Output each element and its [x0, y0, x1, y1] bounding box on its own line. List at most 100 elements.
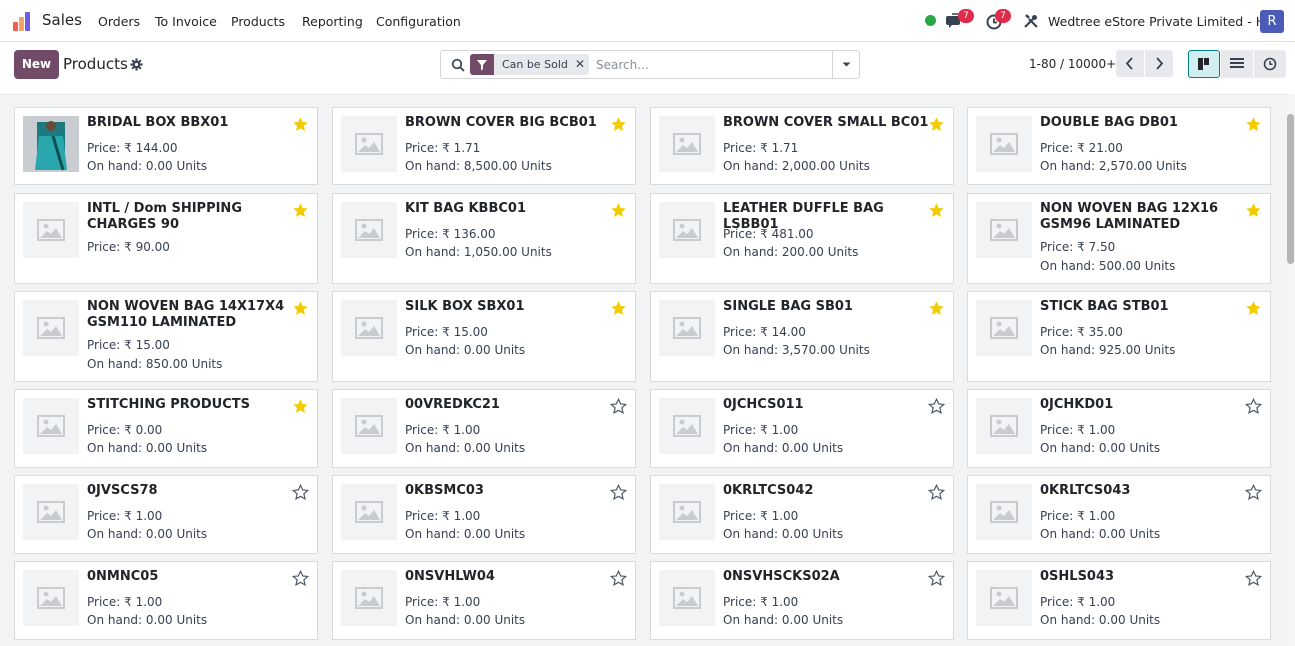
- product-card[interactable]: 0KBSMC03 Price: ₹ 1.00 On hand: 0.00 Units: [332, 475, 636, 554]
- favorite-star-filled-icon[interactable]: [610, 116, 627, 133]
- favorite-star-empty-icon[interactable]: [928, 570, 945, 587]
- product-price: Price: ₹ 15.00: [405, 325, 488, 339]
- favorite-star-filled-icon[interactable]: [292, 202, 309, 219]
- sales-app-icon[interactable]: [12, 11, 34, 31]
- product-card[interactable]: 0JCHKD01 Price: ₹ 1.00 On hand: 0.00 Units: [967, 389, 1271, 468]
- product-card[interactable]: BRIDAL BOX BBX01 Price: ₹ 144.00 On hand: …: [14, 107, 318, 185]
- product-name: 0JVSCS78: [87, 483, 158, 498]
- product-card[interactable]: BROWN COVER BIG BCB01 Price: ₹ 1.71 On han…: [332, 107, 636, 185]
- menu-to-invoice[interactable]: To Invoice: [155, 14, 217, 29]
- product-on-hand: On hand: 0.00 Units: [87, 441, 208, 455]
- product-name: 0KBSMC03: [405, 483, 484, 498]
- page-title[interactable]: Products: [63, 55, 128, 73]
- product-card[interactable]: NON WOVEN BAG 14X17X4 GSM110 LAMINATED Pr…: [14, 291, 318, 382]
- product-on-hand: On hand: 0.00 Units: [405, 527, 526, 541]
- product-card[interactable]: 0NSVHSCKS02A Price: ₹ 1.00 On hand: 0.00 U…: [650, 561, 954, 640]
- favorite-star-empty-icon[interactable]: [610, 570, 627, 587]
- product-price: Price: ₹ 1.00: [1040, 595, 1116, 609]
- product-card[interactable]: 0NMNC05 Price: ₹ 1.00 On hand: 0.00 Units: [14, 561, 318, 640]
- product-card[interactable]: LEATHER DUFFLE BAG LSBB01 Price: ₹ 481.00…: [650, 193, 954, 284]
- image-placeholder-icon: [673, 415, 701, 437]
- favorite-star-filled-icon[interactable]: [1245, 202, 1262, 219]
- debug-tools-icon[interactable]: [1023, 13, 1039, 29]
- favorite-star-empty-icon[interactable]: [1245, 484, 1262, 501]
- favorite-star-empty-icon[interactable]: [1245, 570, 1262, 587]
- favorite-star-filled-icon[interactable]: [292, 398, 309, 415]
- product-card[interactable]: 0KRLTCS043 Price: ₹ 1.00 On hand: 0.00 Uni…: [967, 475, 1271, 554]
- product-name: 0JCHKD01: [1040, 397, 1114, 412]
- image-placeholder-icon: [990, 219, 1018, 241]
- menu-configuration[interactable]: Configuration: [376, 14, 461, 29]
- product-card[interactable]: 0JVSCS78 Price: ₹ 1.00 On hand: 0.00 Units: [14, 475, 318, 554]
- product-card[interactable]: 0KRLTCS042 Price: ₹ 1.00 On hand: 0.00 Uni…: [650, 475, 954, 554]
- favorite-star-empty-icon[interactable]: [610, 484, 627, 501]
- favorite-star-filled-icon[interactable]: [610, 300, 627, 317]
- product-card[interactable]: STICK BAG STB01 Price: ₹ 35.00 On hand: 92…: [967, 291, 1271, 382]
- favorite-star-filled-icon[interactable]: [928, 300, 945, 317]
- list-view-button[interactable]: [1221, 50, 1253, 78]
- user-avatar[interactable]: R: [1260, 10, 1284, 33]
- remove-facet-button[interactable]: ✕: [571, 54, 589, 75]
- product-card[interactable]: STITCHING PRODUCTS Price: ₹ 0.00 On hand: …: [14, 389, 318, 468]
- product-price: Price: ₹ 1.00: [723, 509, 799, 523]
- product-card[interactable]: 0NSVHLW04 Price: ₹ 1.00 On hand: 0.00 Unit…: [332, 561, 636, 640]
- product-card[interactable]: 0SHLS043 Price: ₹ 1.00 On hand: 0.00 Units: [967, 561, 1271, 640]
- product-price: Price: ₹ 1.00: [87, 595, 163, 609]
- favorite-star-empty-icon[interactable]: [928, 398, 945, 415]
- product-on-hand: On hand: 2,000.00 Units: [723, 159, 870, 173]
- image-placeholder-icon: [673, 219, 701, 241]
- pager-next-button[interactable]: [1145, 50, 1173, 77]
- filter-facet-icon: [470, 54, 494, 75]
- favorite-star-empty-icon[interactable]: [928, 484, 945, 501]
- product-image-placeholder: [659, 202, 715, 258]
- favorite-star-filled-icon[interactable]: [928, 202, 945, 219]
- favorite-star-empty-icon[interactable]: [1245, 398, 1262, 415]
- pager-value[interactable]: 1-80 / 10000+: [1029, 57, 1117, 71]
- favorite-star-filled-icon[interactable]: [928, 116, 945, 133]
- kanban-view-button[interactable]: [1188, 50, 1220, 78]
- favorite-star-empty-icon[interactable]: [610, 398, 627, 415]
- product-on-hand: On hand: 500.00 Units: [1040, 259, 1176, 273]
- search-icon[interactable]: [451, 58, 465, 72]
- product-card[interactable]: DOUBLE BAG DB01 Price: ₹ 21.00 On hand: 2,…: [967, 107, 1271, 185]
- search-input[interactable]: [596, 56, 826, 74]
- favorite-star-filled-icon[interactable]: [610, 202, 627, 219]
- scrollbar-thumb[interactable]: [1287, 114, 1294, 264]
- menu-orders[interactable]: Orders: [98, 14, 141, 29]
- search-options-toggle[interactable]: [832, 51, 859, 78]
- scrollbar[interactable]: [1286, 94, 1295, 646]
- search-bar[interactable]: Can be Sold ✕: [440, 50, 860, 79]
- presence-status-dot[interactable]: [925, 15, 936, 26]
- pager-previous-button[interactable]: [1116, 50, 1144, 77]
- company-switcher[interactable]: Wedtree eStore Private Limited - HO: [1048, 14, 1275, 29]
- image-placeholder-icon: [990, 415, 1018, 437]
- menu-reporting[interactable]: Reporting: [302, 14, 363, 29]
- favorite-star-filled-icon[interactable]: [292, 300, 309, 317]
- product-card[interactable]: INTL / Dom SHIPPING CHARGES 90 Price: ₹ 9…: [14, 193, 318, 284]
- caret-down-icon: [842, 62, 851, 67]
- product-card[interactable]: SILK BOX SBX01 Price: ₹ 15.00 On hand: 0.0…: [332, 291, 636, 382]
- app-name[interactable]: Sales: [42, 11, 82, 29]
- activity-view-button[interactable]: [1254, 50, 1286, 78]
- favorite-star-filled-icon[interactable]: [1245, 116, 1262, 133]
- menu-products[interactable]: Products: [231, 14, 285, 29]
- product-card[interactable]: 0JCHCS011 Price: ₹ 1.00 On hand: 0.00 Unit…: [650, 389, 954, 468]
- product-card[interactable]: 00VREDKC21 Price: ₹ 1.00 On hand: 0.00 Uni…: [332, 389, 636, 468]
- gear-icon[interactable]: [130, 58, 143, 71]
- product-card[interactable]: SINGLE BAG SB01 Price: ₹ 14.00 On hand: 3,…: [650, 291, 954, 382]
- favorite-star-filled-icon[interactable]: [292, 116, 309, 133]
- product-on-hand: On hand: 850.00 Units: [87, 357, 223, 371]
- favorite-star-empty-icon[interactable]: [292, 570, 309, 587]
- product-on-hand: On hand: 0.00 Units: [1040, 441, 1161, 455]
- new-button[interactable]: New: [14, 50, 59, 79]
- product-card[interactable]: NON WOVEN BAG 12X16 GSM96 LAMINATED Price…: [967, 193, 1271, 284]
- favorite-star-empty-icon[interactable]: [292, 484, 309, 501]
- product-card[interactable]: KIT BAG KBBC01 Price: ₹ 136.00 On hand: 1,…: [332, 193, 636, 284]
- product-price: Price: ₹ 1.00: [1040, 423, 1116, 437]
- image-placeholder-icon: [990, 133, 1018, 155]
- product-image-placeholder: [23, 570, 79, 626]
- product-image-placeholder: [976, 484, 1032, 540]
- favorite-star-filled-icon[interactable]: [1245, 300, 1262, 317]
- product-card[interactable]: BROWN COVER SMALL BC01 Price: ₹ 1.71 On ha…: [650, 107, 954, 185]
- product-on-hand: On hand: 0.00 Units: [87, 613, 208, 627]
